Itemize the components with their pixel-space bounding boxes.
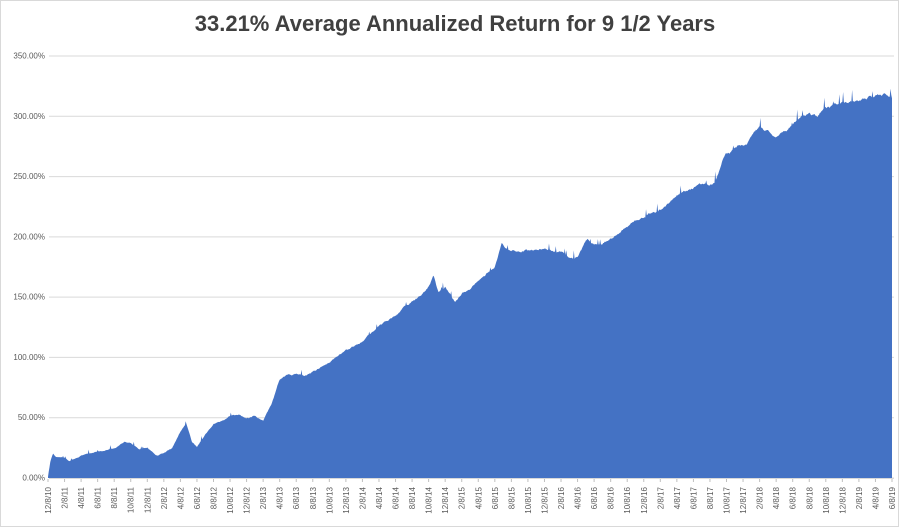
x-tick-label: 6/8/15 [491, 486, 500, 509]
x-tick-label: 4/8/14 [375, 486, 384, 509]
x-tick-label: 10/8/15 [524, 486, 533, 513]
y-tick-label: 350.00% [13, 52, 45, 61]
x-tick-label: 12/8/15 [540, 486, 549, 513]
x-tick-label: 8/8/12 [209, 486, 218, 509]
x-tick-label: 8/8/17 [706, 486, 715, 509]
x-tick-label: 10/8/13 [325, 486, 334, 513]
cumulative-return-area [48, 88, 892, 478]
x-tick-label: 12/8/10 [44, 486, 53, 513]
x-tick-label: 10/8/17 [723, 486, 732, 513]
y-tick-label: 300.00% [13, 112, 45, 121]
x-tick-label: 6/8/13 [292, 486, 301, 509]
x-tick-label: 6/8/11 [94, 486, 103, 508]
y-tick-label: 150.00% [13, 293, 45, 302]
x-tick-label: 2/8/15 [458, 486, 467, 509]
return-area-series [48, 88, 892, 478]
x-tick-label: 2/8/18 [756, 486, 765, 509]
x-tick-label: 6/8/17 [689, 486, 698, 509]
x-tick-label: 4/8/17 [673, 486, 682, 509]
x-tick-label: 2/8/19 [855, 486, 864, 509]
axes: 0.00% 50.00% 100.00% 150.00% 200.00% 250.00% 3… [13, 52, 897, 514]
x-tick-label: 12/8/16 [640, 486, 649, 513]
x-tick-label: 2/8/11 [61, 486, 70, 508]
x-tick-label: 2/8/13 [259, 486, 268, 509]
x-tick-label: 12/8/17 [739, 486, 748, 513]
x-tick-label: 2/8/16 [557, 486, 566, 509]
x-tick-label: 6/8/12 [193, 486, 202, 509]
y-tick-label: 0.00% [22, 474, 45, 483]
x-tick-label: 4/8/12 [176, 486, 185, 509]
x-tick-label: 10/8/16 [623, 486, 632, 513]
x-tick-label: 10/8/14 [425, 486, 434, 513]
x-tick-label: 12/8/11 [143, 486, 152, 513]
y-tick-label: 50.00% [18, 413, 45, 422]
x-tick-label: 8/8/11 [110, 486, 119, 508]
x-tick-label: 6/8/18 [789, 486, 798, 509]
x-tick-label: 4/8/13 [276, 486, 285, 509]
y-tick-label: 250.00% [13, 172, 45, 181]
x-tick-label: 6/8/19 [888, 486, 897, 509]
x-tick-label: 12/8/12 [243, 486, 252, 513]
x-tick-label: 12/8/18 [838, 486, 847, 513]
x-tick-label: 2/8/17 [656, 486, 665, 509]
y-tick-label: 200.00% [13, 232, 45, 241]
x-tick-label: 8/8/16 [607, 486, 616, 509]
x-tick-label: 12/8/14 [441, 486, 450, 513]
x-tick-label: 4/8/11 [77, 486, 86, 508]
x-tick-label: 8/8/18 [805, 486, 814, 509]
x-tick-label: 8/8/15 [507, 486, 516, 509]
x-tick-label: 8/8/14 [408, 486, 417, 509]
x-tick-label: 4/8/15 [474, 486, 483, 509]
x-tick-label: 6/8/14 [392, 486, 401, 509]
y-tick-label: 100.00% [13, 353, 45, 362]
x-tick-label: 8/8/13 [309, 486, 318, 509]
x-tick-label: 12/8/13 [342, 486, 351, 513]
chart-title: 33.21% Average Annualized Return for 9 1… [195, 11, 715, 36]
x-tick-label: 4/8/18 [772, 486, 781, 509]
x-tick-label: 10/8/12 [226, 486, 235, 513]
x-tick-label: 2/8/12 [160, 486, 169, 509]
x-tick-label: 10/8/18 [822, 486, 831, 513]
x-tick-label: 10/8/11 [127, 486, 136, 513]
x-tick-label: 6/8/16 [590, 486, 599, 509]
x-tick-label: 4/8/19 [871, 486, 880, 509]
x-tick-label: 4/8/16 [574, 486, 583, 509]
x-tick-label: 2/8/14 [358, 486, 367, 509]
